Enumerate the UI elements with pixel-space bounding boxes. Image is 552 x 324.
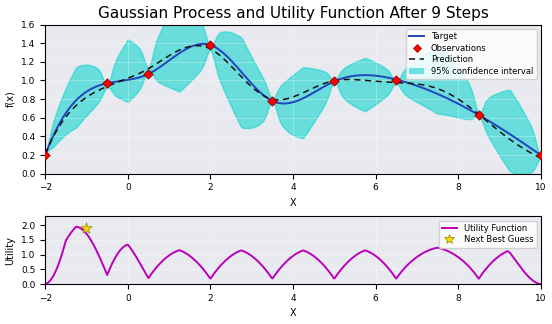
Point <box>268 98 277 104</box>
Legend: Target, Observations, Prediction, 95% confidence interval: Target, Observations, Prediction, 95% co… <box>406 29 537 79</box>
X-axis label: X: X <box>290 308 296 318</box>
Point <box>82 225 91 230</box>
Point <box>474 112 483 118</box>
Legend: Utility Function, Next Best Guess: Utility Function, Next Best Guess <box>439 221 537 248</box>
X-axis label: X: X <box>290 198 296 208</box>
Y-axis label: Utility: Utility <box>6 236 15 265</box>
Point <box>392 77 401 82</box>
Point <box>41 153 50 158</box>
Point <box>103 81 112 86</box>
Y-axis label: f(x): f(x) <box>6 91 15 108</box>
Point <box>206 42 215 48</box>
Title: Gaussian Process and Utility Function After 9 Steps: Gaussian Process and Utility Function Af… <box>98 6 489 20</box>
Point <box>330 79 339 84</box>
Point <box>144 71 153 76</box>
Point <box>537 153 545 158</box>
